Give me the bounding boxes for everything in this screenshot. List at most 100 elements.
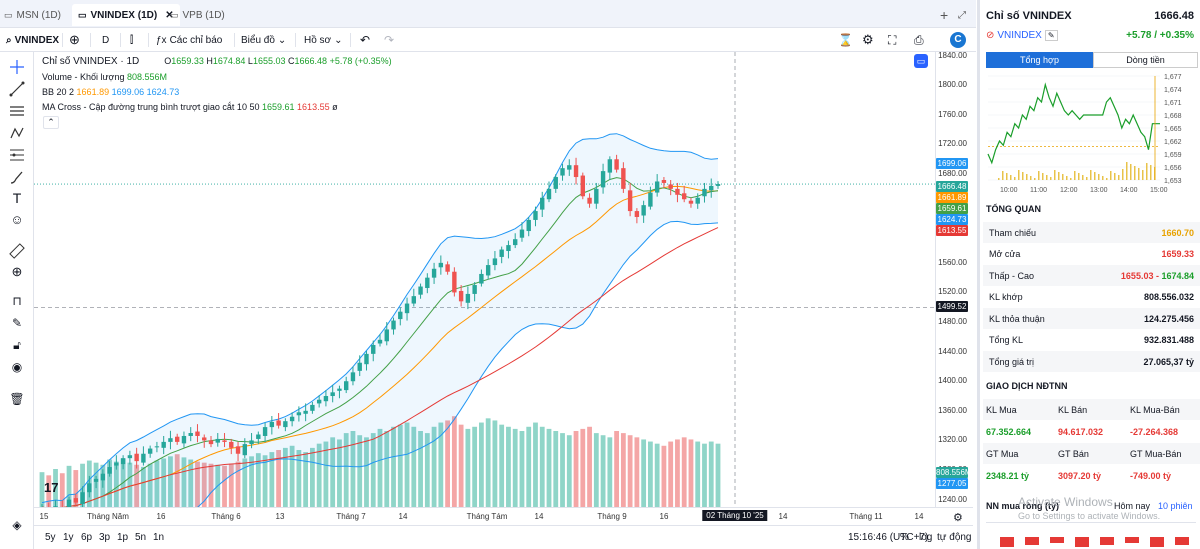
zoom-in-icon[interactable]: ⊕ xyxy=(11,264,23,279)
time-tick: Tháng Năm xyxy=(87,512,129,521)
candle-body xyxy=(154,446,160,448)
foreign-row xyxy=(983,399,1200,420)
volume-bar xyxy=(255,453,261,507)
edit-icon[interactable]: ✎ xyxy=(1044,30,1058,41)
mini-volume-bar xyxy=(1102,176,1104,180)
candle-body xyxy=(411,296,416,304)
pencil-lock-icon[interactable]: ✎ xyxy=(11,316,23,330)
ruler-icon[interactable] xyxy=(8,242,26,260)
percent-toggle[interactable]: % xyxy=(900,532,909,543)
trash-icon[interactable]: 🗑︎ xyxy=(9,392,25,406)
candle-type-icon[interactable]: ⫿ xyxy=(130,34,134,46)
foreign-cell: KL Bán xyxy=(1058,405,1088,415)
redo-icon[interactable]: ↷ xyxy=(384,33,395,47)
log-toggle[interactable]: log xyxy=(919,532,933,543)
volume-bar xyxy=(695,441,701,507)
chart-type-button[interactable]: Biểu đồ ⌄ xyxy=(241,34,287,46)
expand-icon[interactable]: ⤢ xyxy=(958,9,966,21)
tab-tong-hop[interactable]: Tổng hợp xyxy=(986,52,1093,68)
time-tick: Tháng Tám xyxy=(466,512,508,521)
horizontal-lines-icon[interactable] xyxy=(8,102,26,120)
candle-body xyxy=(391,320,396,330)
overview-value2: 1674.84 xyxy=(1161,270,1194,281)
tab-vnindex[interactable]: ▭ VNINDEX (1D) ✕ xyxy=(72,4,180,26)
camera-icon[interactable]: ⎙ xyxy=(914,32,924,47)
tab-dong-tien[interactable]: Dòng tiền xyxy=(1093,52,1198,68)
trend-line-icon[interactable] xyxy=(8,80,26,98)
intraday-chart[interactable]: 1,677 1,674 1,671 1,668 1,665 1,662 1,659 1,656… xyxy=(983,70,1200,192)
gear-icon[interactable]: ⚙ xyxy=(953,512,963,524)
time-tick: Tháng 11 xyxy=(849,512,883,521)
mini-volume-bar xyxy=(1118,175,1120,180)
volume-bar xyxy=(377,428,383,507)
brush-icon[interactable] xyxy=(8,168,26,186)
pattern-icon[interactable] xyxy=(8,124,26,142)
candle-body xyxy=(323,396,329,402)
chart-canvas[interactable] xyxy=(34,52,935,507)
interval-button[interactable]: D xyxy=(102,34,110,46)
mini-volume-bar xyxy=(1006,173,1008,180)
indicators-button[interactable]: ƒx Các chỉ báo xyxy=(156,34,223,46)
overview-row: KL khớp 808.556.032 xyxy=(983,286,1200,308)
volume-bar xyxy=(168,456,173,507)
emoji-icon[interactable]: ☺ xyxy=(10,212,24,227)
magnet-icon[interactable]: ⊓ xyxy=(12,294,22,308)
replay-icon[interactable]: ⌛ xyxy=(838,33,853,47)
candle-body xyxy=(114,462,119,466)
volume-bar xyxy=(614,431,619,507)
add-tab-icon[interactable]: + xyxy=(940,7,949,23)
mini-volume-bar xyxy=(1058,172,1060,180)
undo-icon[interactable]: ↶ xyxy=(360,33,371,47)
ma10-line xyxy=(42,177,719,507)
fib-icon[interactable] xyxy=(8,146,26,164)
nn-bar xyxy=(1075,537,1089,547)
price-label: 1277.05 xyxy=(936,478,968,489)
volume-bar xyxy=(560,433,565,507)
tab-msn[interactable]: ▭ MSN (1D) xyxy=(4,9,61,21)
range-5y[interactable]: 5y xyxy=(45,532,56,543)
range-3p[interactable]: 3p xyxy=(99,532,111,543)
volume-bar xyxy=(661,445,667,507)
auto-toggle[interactable]: tự động xyxy=(937,532,972,543)
nn-bar xyxy=(1050,537,1064,543)
mini-x-tick: 12:00 xyxy=(1060,187,1078,192)
close-icon[interactable]: ✕ xyxy=(165,9,174,21)
volume-bar xyxy=(39,472,45,507)
range-5n[interactable]: 5n xyxy=(135,532,147,543)
symbol-search[interactable]: ⌕ VNINDEX xyxy=(6,34,60,46)
price-tick: 1760.00 xyxy=(938,109,967,119)
nn-today-tab[interactable]: Hôm nay xyxy=(1114,501,1151,511)
price-chart[interactable]: Chỉ số VNINDEX · 1D O1659.33 H1674.84 L1… xyxy=(34,52,935,507)
candle-body xyxy=(127,455,133,459)
panel-symbol[interactable]: ⊘ VNINDEX ✎ xyxy=(986,30,1058,41)
profile-button[interactable]: Hồ sơ ⌄ xyxy=(304,34,343,46)
candle-body xyxy=(296,412,302,416)
range-1n[interactable]: 1n xyxy=(153,532,165,543)
nn-10-tab[interactable]: 10 phiên xyxy=(1158,501,1193,511)
range-1y[interactable]: 1y xyxy=(63,532,74,543)
price-axis[interactable]: 1840.001800.001760.001720.001680.001640.… xyxy=(935,51,973,507)
text-icon[interactable]: T xyxy=(12,190,22,206)
tab-vpb[interactable]: ▭ VPB (1D) xyxy=(170,9,225,21)
range-6p[interactable]: 6p xyxy=(81,532,93,543)
volume-bar xyxy=(708,441,714,507)
crosshair-icon[interactable] xyxy=(8,58,26,76)
range-1p[interactable]: 1p xyxy=(117,532,129,543)
nn-title: NN mua ròng (tỷ) xyxy=(986,501,1059,511)
lock-icon[interactable]: 🔓︎ xyxy=(13,338,21,352)
foreign-row xyxy=(983,443,1200,464)
auto-scale-icon[interactable]: ▭ xyxy=(914,54,928,68)
layers-icon[interactable]: ◈ xyxy=(12,518,22,532)
eye-icon[interactable]: ◉ xyxy=(11,360,23,374)
volume-bar xyxy=(141,466,146,507)
fullscreen-icon[interactable]: ⛶ xyxy=(888,32,897,47)
compare-icon[interactable]: ⊕ xyxy=(69,32,80,47)
collapse-legend-icon[interactable]: ⌃ xyxy=(43,116,59,129)
volume-bar xyxy=(512,428,518,507)
overview-label: Tổng KL xyxy=(989,335,1024,345)
time-tick: 02 Tháng 10 '25 xyxy=(702,510,768,521)
mini-volume-bar xyxy=(1030,176,1032,180)
gear-icon[interactable]: ⚙ xyxy=(862,32,874,47)
volume-bar xyxy=(533,422,538,507)
time-axis[interactable]: 15 Tháng Năm 16 Tháng 6 13 Tháng 7 14 Tháng Tám… xyxy=(34,507,973,525)
